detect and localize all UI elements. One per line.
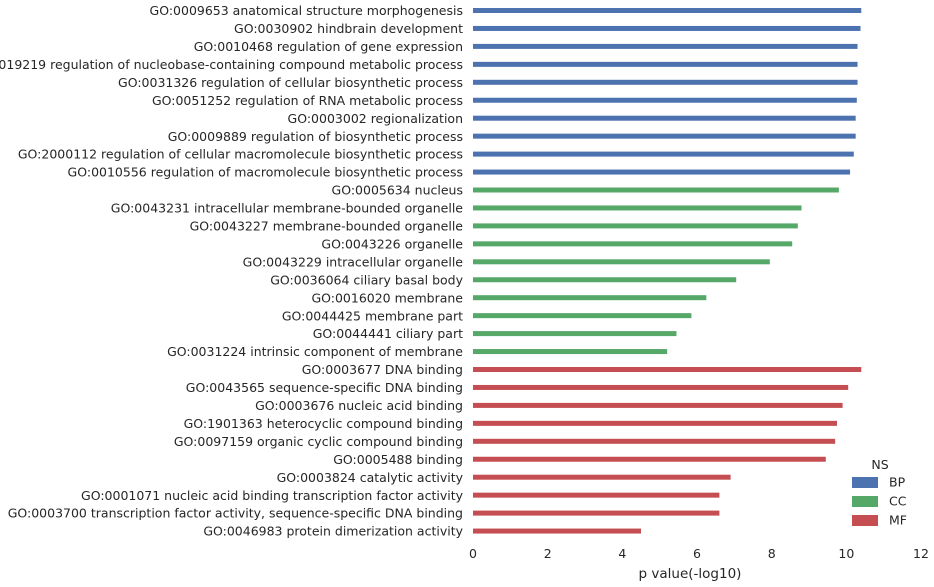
legend-title: NS: [871, 457, 888, 472]
category-label: GO:0009889 regulation of biosynthetic pr…: [168, 129, 463, 144]
x-axis: 0 2 4 6 8 10 12: [469, 546, 929, 561]
bar-cc: [473, 313, 692, 319]
bar-mf: [473, 510, 720, 516]
bar-bp: [473, 25, 861, 31]
category-label: GO:0030902 hindbrain development: [234, 21, 463, 36]
bar-mf: [473, 367, 862, 372]
bar-cc: [473, 241, 793, 247]
x-tick-label: 4: [618, 546, 626, 561]
category-label: GO:0003700 transcription factor activity…: [8, 506, 463, 521]
bar-mf: [473, 438, 836, 444]
category-label: GO:0043229 intracellular organelle: [243, 254, 464, 269]
bar-mf: [473, 474, 731, 480]
category-label: GO:0005634 nucleus: [332, 183, 463, 198]
bar-cc: [473, 223, 798, 229]
category-label: GO:0051252 regulation of RNA metabolic p…: [152, 93, 463, 108]
category-label: GO:0003677 DNA binding: [302, 362, 463, 377]
category-label: GO:0003002 regionalization: [288, 111, 463, 126]
bar-bp: [473, 61, 858, 67]
bar-cc: [473, 295, 707, 301]
category-label: GO:0010556 regulation of macromolecule b…: [68, 165, 463, 180]
category-label: GO:0005488 binding: [333, 452, 463, 467]
bar-bp: [473, 97, 857, 103]
bar-bp: [473, 43, 858, 49]
x-axis-title: p value(-log10): [639, 566, 742, 582]
x-tick-label: 0: [469, 546, 477, 561]
x-tick-label: 10: [838, 546, 854, 561]
bar-mf: [473, 528, 641, 534]
category-labels: GO:0009653 anatomical structure morphoge…: [0, 3, 464, 539]
bar-bp: [473, 133, 856, 139]
x-tick-label: 6: [693, 546, 701, 561]
bar-cc: [473, 349, 668, 355]
bar-bp: [473, 8, 862, 13]
category-label: GO:0031326 regulation of cellular biosyn…: [118, 75, 463, 90]
legend-swatch-mf: [852, 515, 878, 526]
bar-mf: [473, 402, 843, 408]
category-label: GO:0019219 regulation of nucleobase-cont…: [0, 57, 463, 72]
category-label: GO:0031224 intrinsic component of membra…: [167, 344, 463, 359]
bar-mf: [473, 492, 720, 498]
x-tick-label: 12: [913, 546, 929, 561]
legend: NS BP CC MF: [852, 457, 907, 528]
category-label: GO:0016020 membrane: [311, 290, 463, 305]
x-tick-label: 8: [768, 546, 776, 561]
legend-label: MF: [889, 513, 907, 528]
x-tick-label: 2: [544, 546, 552, 561]
bar-bp: [473, 115, 856, 121]
bar-cc: [473, 331, 677, 337]
category-label: GO:2000112 regulation of cellular macrom…: [18, 147, 463, 162]
bar-mf: [473, 456, 826, 462]
category-label: GO:0036064 ciliary basal body: [270, 272, 463, 287]
bar-bp: [473, 151, 854, 157]
category-label: GO:0003824 catalytic activity: [277, 470, 464, 485]
legend-label: CC: [889, 494, 907, 509]
category-label: GO:0009653 anatomical structure morphoge…: [150, 3, 463, 18]
category-label: GO:0003676 nucleic acid binding: [255, 398, 463, 413]
category-label: GO:0044441 ciliary part: [313, 326, 463, 341]
category-label: GO:1901363 heterocyclic compound binding: [184, 416, 463, 431]
category-label: GO:0001071 nucleic acid binding transcri…: [81, 488, 464, 503]
bar-cc: [473, 187, 839, 193]
category-label: GO:0044425 membrane part: [282, 308, 463, 323]
bar-mf: [473, 420, 837, 426]
category-label: GO:0043227 membrane-bounded organelle: [190, 219, 464, 234]
category-label: GO:0043226 organelle: [321, 236, 463, 251]
bar-cc: [473, 277, 737, 283]
bars-layer: [473, 8, 862, 534]
bar-bp: [473, 79, 858, 85]
category-label: GO:0097159 organic cyclic compound bindi…: [174, 434, 463, 449]
category-label: GO:0043565 sequence-specific DNA binding: [186, 380, 463, 395]
legend-swatch-bp: [852, 477, 878, 488]
legend-label: BP: [889, 475, 906, 490]
category-label: GO:0046983 protein dimerization activity: [203, 524, 463, 539]
legend-swatch-cc: [852, 496, 878, 507]
bar-bp: [473, 169, 851, 175]
bar-cc: [473, 205, 802, 211]
category-label: GO:0043231 intracellular membrane-bounde…: [111, 201, 464, 216]
category-label: GO:0010468 regulation of gene expression: [194, 39, 463, 54]
bar-mf: [473, 384, 849, 390]
bar-cc: [473, 259, 770, 265]
